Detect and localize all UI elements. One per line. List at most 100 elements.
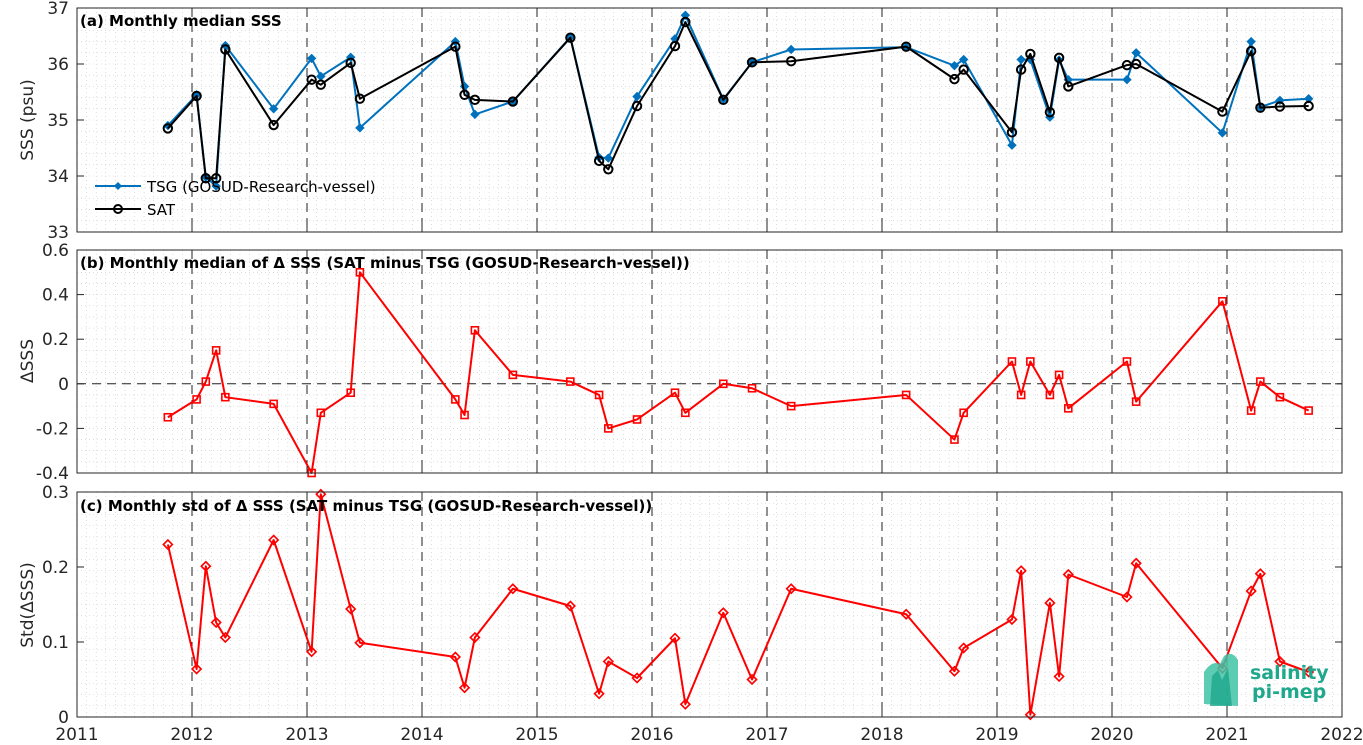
- data-point-square: [451, 395, 460, 404]
- data-point-square: [1064, 404, 1073, 413]
- data-point-circle: [210, 173, 222, 184]
- logo-line2: pi-mep: [1252, 681, 1326, 703]
- panel-title: (b) Monthly median of Δ SSS (SAT minus T…: [80, 254, 690, 272]
- data-point-square: [221, 392, 230, 402]
- x-tick-label: 2012: [170, 725, 213, 745]
- y-tick-label: 35: [47, 111, 69, 131]
- data-point-square: [594, 390, 604, 400]
- data-point-square: [192, 395, 201, 404]
- panel-b: -0.4 -0.2 0 0.2 0.4 0.6 (b) Monthly median of…: [18, 241, 1343, 484]
- data-point-square: [1246, 406, 1256, 415]
- data-point-square: [508, 370, 518, 380]
- data-point-diamond: [1053, 670, 1065, 683]
- y-tick-label: 34: [47, 167, 69, 187]
- data-point-square: [1007, 357, 1017, 366]
- data-point-square: [959, 408, 968, 418]
- data-point-diamond: [746, 673, 758, 686]
- data-point-diamond: [268, 104, 279, 114]
- series-line: [166, 493, 1309, 716]
- data-point-diamond: [1015, 565, 1027, 577]
- data-point-square: [1131, 397, 1141, 406]
- x-tick-label: 2016: [630, 725, 673, 745]
- y-tick-label: 36: [47, 55, 69, 75]
- data-point-diamond: [458, 682, 471, 694]
- data-point-diamond: [1016, 54, 1026, 65]
- data-point-diamond: [949, 60, 960, 71]
- data-point-diamond: [162, 538, 174, 551]
- legend-label-sat: SAT: [147, 201, 176, 219]
- data-point-diamond: [1245, 585, 1257, 597]
- data-point-circle: [593, 155, 605, 167]
- data-point-diamond: [958, 642, 970, 654]
- data-point-square: [1045, 390, 1055, 400]
- data-point-diamond: [1131, 48, 1141, 58]
- data-point-circle: [354, 93, 366, 104]
- data-point-circle: [1255, 102, 1266, 113]
- data-point-circle: [315, 79, 326, 90]
- x-tick-label: 2021: [1205, 725, 1248, 745]
- data-point-square: [355, 267, 365, 277]
- data-point-circle: [785, 56, 797, 67]
- panel-a: 33 34 35 36 37 (a) Monthly median SSS SSS (p…: [18, 0, 1343, 243]
- data-point-square: [211, 346, 221, 355]
- data-point-diamond: [631, 672, 643, 684]
- data-point-circle: [718, 94, 729, 106]
- x-tick-label: 2015: [515, 725, 558, 745]
- data-point-diamond: [669, 632, 681, 644]
- data-point-diamond: [315, 488, 327, 500]
- x-tick-label: 2017: [745, 725, 788, 745]
- data-point-circle: [746, 57, 758, 68]
- x-axis-ticks: 2011 2012 2013 2014 2015 2016 2017 2018 2019 2020…: [55, 725, 1363, 745]
- data-point-square: [1054, 370, 1064, 380]
- y-tick-label: 0.1: [42, 633, 69, 653]
- data-point-square: [1304, 406, 1313, 415]
- data-point-square: [163, 412, 173, 422]
- data-point-diamond: [305, 646, 318, 658]
- data-point-circle: [680, 16, 691, 28]
- y-axis-ticks: 0 0.1 0.2 0.3: [42, 483, 1343, 728]
- data-point-square: [269, 399, 278, 409]
- data-point-diamond: [200, 560, 212, 572]
- data-point-square: [1275, 392, 1285, 402]
- data-point-circle: [1303, 100, 1314, 112]
- plot-frame: [76, 249, 1343, 474]
- data-point-square: [201, 377, 211, 386]
- data-point-diamond: [355, 123, 365, 133]
- data-point-circle: [1063, 81, 1074, 92]
- data-point-circle: [469, 94, 481, 106]
- data-point-diamond: [1006, 613, 1018, 626]
- x-tick-label: 2020: [1090, 725, 1133, 745]
- data-point-circle: [1130, 58, 1142, 70]
- data-point-square: [316, 408, 326, 418]
- plot-frame: [76, 491, 1343, 718]
- data-point-diamond: [470, 109, 480, 120]
- data-point-diamond: [785, 583, 797, 595]
- data-point-circle: [345, 57, 356, 69]
- data-point-diamond: [1274, 655, 1286, 668]
- y-tick-label: 0.6: [42, 241, 69, 261]
- data-point-diamond: [593, 688, 605, 700]
- y-tick-label: 0.2: [42, 330, 69, 350]
- data-point-diamond: [564, 600, 576, 612]
- data-point-circle: [220, 44, 231, 55]
- data-point-square: [460, 410, 469, 420]
- data-point-diamond: [211, 181, 221, 191]
- data-point-square: [718, 379, 728, 389]
- data-point-square: [901, 390, 911, 400]
- data-point-circle: [669, 40, 681, 52]
- data-point-diamond: [602, 655, 614, 668]
- data-marks: [162, 488, 1315, 721]
- panel-c: 00.10.20.3 2011 2012 2013 2014 2015 2016 2017 2…: [18, 483, 1363, 745]
- y-tick-label: 0: [58, 708, 69, 728]
- data-point-diamond: [306, 53, 317, 64]
- data-point-diamond: [1024, 709, 1036, 721]
- data-point-square: [1218, 296, 1227, 306]
- y-axis-label: ΔSSS: [18, 339, 38, 383]
- data-point-diamond: [507, 583, 519, 595]
- data-point-diamond: [632, 91, 642, 102]
- data-point-circle: [900, 41, 912, 52]
- data-point-circle: [1274, 101, 1286, 112]
- y-axis-label: Std(ΔSSS): [18, 562, 38, 648]
- data-point-diamond: [1044, 597, 1056, 609]
